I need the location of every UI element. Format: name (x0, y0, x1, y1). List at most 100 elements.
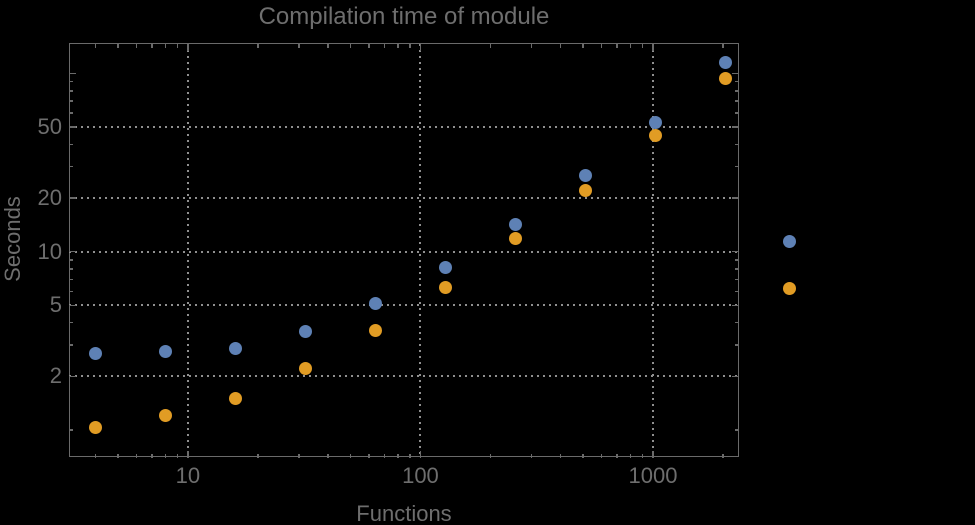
y-gridline (69, 197, 739, 200)
x-tick-mark (489, 43, 492, 48)
x-tick-mark (652, 43, 654, 51)
data-point-series-1-blue (438, 260, 452, 274)
x-tick-mark (419, 43, 422, 51)
y-tick-mark (69, 290, 73, 292)
y-tick-mark (732, 375, 739, 378)
data-point-series-2-orange (438, 280, 452, 294)
chart-title: Compilation time of module (258, 3, 550, 30)
y-tick-label: 5 (49, 292, 62, 318)
y-tick-mark (735, 259, 739, 261)
x-tick-mark (409, 43, 411, 48)
y-gridline (69, 126, 739, 129)
x-tick-mark (349, 453, 352, 458)
y-tick-label: 2 (49, 363, 62, 389)
x-tick-mark (489, 453, 492, 458)
y-tick-mark (735, 429, 739, 431)
y-tick-mark (69, 278, 73, 281)
y-tick-mark (732, 250, 739, 253)
y-tick-mark (735, 344, 739, 346)
data-point-series-2-orange (578, 183, 592, 197)
x-tick-mark (117, 453, 119, 458)
x-axis-label: Functions (356, 501, 452, 525)
y-tick-mark (69, 143, 73, 146)
y-gridline (69, 375, 739, 378)
x-tick-mark (600, 453, 603, 458)
y-tick-mark (69, 304, 76, 307)
data-point-series-2-orange (648, 128, 662, 142)
x-tick-mark (383, 453, 386, 458)
x-tick-mark (257, 453, 259, 458)
data-point-series-2-orange (228, 392, 242, 406)
y-tick-mark (732, 304, 739, 307)
x-tick-mark (559, 453, 562, 458)
x-tick-mark (629, 453, 632, 458)
x-tick-mark (368, 453, 370, 458)
y-axis-label: Seconds (0, 196, 25, 282)
x-tick-mark (722, 453, 724, 458)
x-gridline (651, 43, 654, 458)
x-tick-mark (135, 453, 138, 458)
y-tick-mark (735, 290, 739, 292)
x-tick-mark (349, 43, 352, 48)
data-point-series-1-blue (508, 217, 522, 231)
x-tick-mark (600, 43, 603, 48)
y-tick-mark (735, 143, 739, 146)
x-tick-mark (582, 43, 584, 48)
x-tick-label: 100 (402, 463, 439, 488)
y-tick-label: 20 (37, 185, 62, 211)
data-point-series-2-orange (368, 324, 382, 338)
x-tick-mark (94, 453, 97, 458)
y-tick-mark (735, 100, 739, 102)
x-tick-label: 10 (175, 463, 201, 488)
y-tick-mark (69, 344, 73, 346)
y-tick-mark (69, 429, 73, 431)
x-tick-label: 1000 (628, 463, 678, 488)
data-point-series-2-orange (298, 362, 312, 376)
x-tick-mark (616, 453, 618, 458)
y-tick-label: 10 (37, 238, 62, 264)
data-point-series-1-blue (228, 342, 242, 356)
data-point-series-2-orange (88, 421, 102, 435)
x-tick-mark (298, 453, 300, 458)
y-tick-mark (69, 321, 73, 324)
x-tick-mark (616, 43, 618, 48)
x-tick-mark (629, 43, 632, 48)
x-tick-mark (187, 43, 189, 51)
x-tick-mark (582, 453, 584, 458)
y-tick-mark (735, 278, 739, 281)
y-tick-mark (735, 268, 739, 270)
x-tick-mark (327, 43, 329, 48)
y-tick-mark (732, 126, 739, 128)
x-tick-mark (641, 453, 644, 458)
x-tick-mark (94, 43, 97, 48)
data-point-series-1-blue (298, 325, 312, 339)
y-tick-mark (735, 165, 739, 168)
x-tick-mark (559, 43, 562, 48)
x-tick-mark (641, 43, 644, 48)
data-point-series-1-blue (368, 297, 382, 311)
x-tick-mark (397, 453, 399, 458)
y-tick-mark (735, 90, 739, 92)
data-point-series-2-orange (718, 71, 732, 85)
legend-marker-series-2 (783, 281, 796, 295)
x-tick-mark (298, 43, 300, 48)
x-tick-mark (722, 43, 724, 48)
x-tick-mark (530, 43, 533, 48)
y-tick-mark (69, 112, 73, 114)
y-tick-mark (69, 250, 76, 253)
legend-marker-series-1 (783, 234, 796, 248)
y-tick-mark (69, 197, 76, 199)
x-tick-mark (530, 453, 533, 458)
x-tick-mark (419, 450, 422, 458)
y-tick-mark (732, 72, 739, 75)
y-tick-mark (735, 112, 739, 114)
y-gridline (69, 304, 739, 307)
y-tick-mark (69, 90, 73, 92)
plot-frame (69, 43, 739, 457)
data-point-series-1-blue (718, 56, 732, 70)
x-tick-mark (397, 43, 399, 48)
x-tick-mark (135, 43, 138, 48)
x-tick-mark (176, 43, 179, 48)
y-tick-mark (69, 72, 76, 75)
x-tick-mark (164, 43, 167, 48)
